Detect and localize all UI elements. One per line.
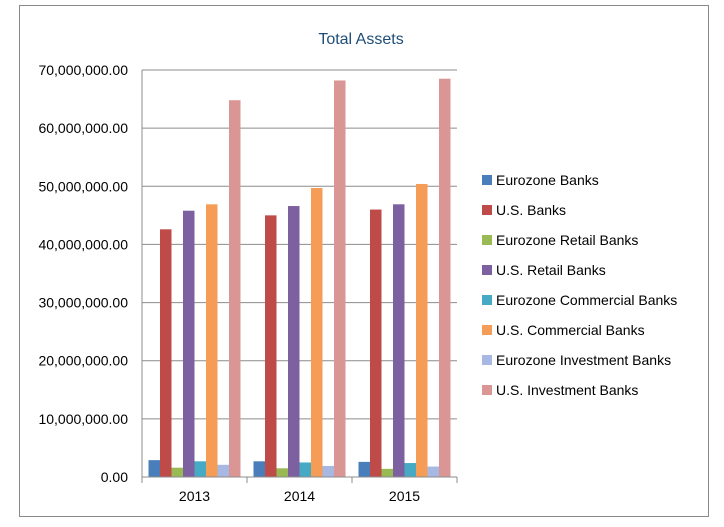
axes — [141, 70, 458, 483]
bar — [288, 206, 300, 477]
bar — [160, 229, 172, 477]
y-tick-label: 40,000,000.00 — [38, 236, 128, 252]
bars — [148, 78, 451, 478]
legend-swatch — [482, 265, 492, 275]
x-tick-label: 2015 — [389, 488, 420, 504]
bar — [183, 210, 195, 477]
bar — [322, 465, 334, 477]
legend-label: U.S. Commercial Banks — [496, 322, 645, 338]
bar — [393, 204, 405, 477]
legend-swatch — [482, 295, 492, 305]
bar — [171, 467, 183, 477]
bar — [427, 466, 439, 477]
y-tick-label: 20,000,000.00 — [38, 353, 128, 369]
chart-frame — [19, 5, 709, 517]
legend-swatch — [482, 355, 492, 365]
y-axis-tick-labels: 0.00 10,000,000.00 20,000,000.00 30,000,000… — [38, 62, 128, 485]
legend-swatch — [482, 205, 492, 215]
bar — [439, 78, 451, 477]
bar — [299, 462, 311, 477]
bar — [265, 215, 277, 477]
legend-swatch — [482, 175, 492, 185]
bar — [229, 100, 241, 477]
y-tick-label: 0.00 — [101, 469, 128, 485]
legend-label: Eurozone Investment Banks — [496, 352, 671, 368]
y-tick-label: 70,000,000.00 — [38, 62, 128, 78]
legend-swatch — [482, 385, 492, 395]
y-tick-label: 30,000,000.00 — [38, 295, 128, 311]
bar — [404, 463, 416, 477]
legend-label: Eurozone Commercial Banks — [496, 292, 677, 308]
legend-label: Eurozone Banks — [496, 172, 599, 188]
bar — [370, 209, 382, 478]
chart-title: Total Assets — [318, 31, 403, 48]
bar — [206, 204, 218, 477]
legend-swatch — [482, 325, 492, 335]
bar — [358, 461, 370, 477]
legend-label: U.S. Investment Banks — [496, 382, 638, 398]
legend-label: U.S. Retail Banks — [496, 262, 606, 278]
x-axis-tick-labels: 2013 2014 2015 — [179, 488, 420, 504]
bar — [217, 464, 229, 477]
bar — [194, 461, 206, 477]
legend: Eurozone Banks U.S. Banks Eurozone Retail … — [482, 172, 677, 398]
bar — [311, 188, 323, 477]
bar — [276, 468, 288, 477]
bar — [334, 80, 346, 478]
y-tick-label: 10,000,000.00 — [38, 411, 128, 427]
bar — [148, 460, 160, 477]
bar — [253, 461, 265, 477]
x-tick-label: 2014 — [284, 488, 315, 504]
bar — [381, 468, 393, 477]
y-tick-label: 50,000,000.00 — [38, 178, 128, 194]
legend-swatch — [482, 235, 492, 245]
legend-label: Eurozone Retail Banks — [496, 232, 638, 248]
bar — [416, 183, 428, 477]
legend-label: U.S. Banks — [496, 202, 566, 218]
x-tick-label: 2013 — [179, 488, 210, 504]
y-tick-label: 60,000,000.00 — [38, 120, 128, 136]
